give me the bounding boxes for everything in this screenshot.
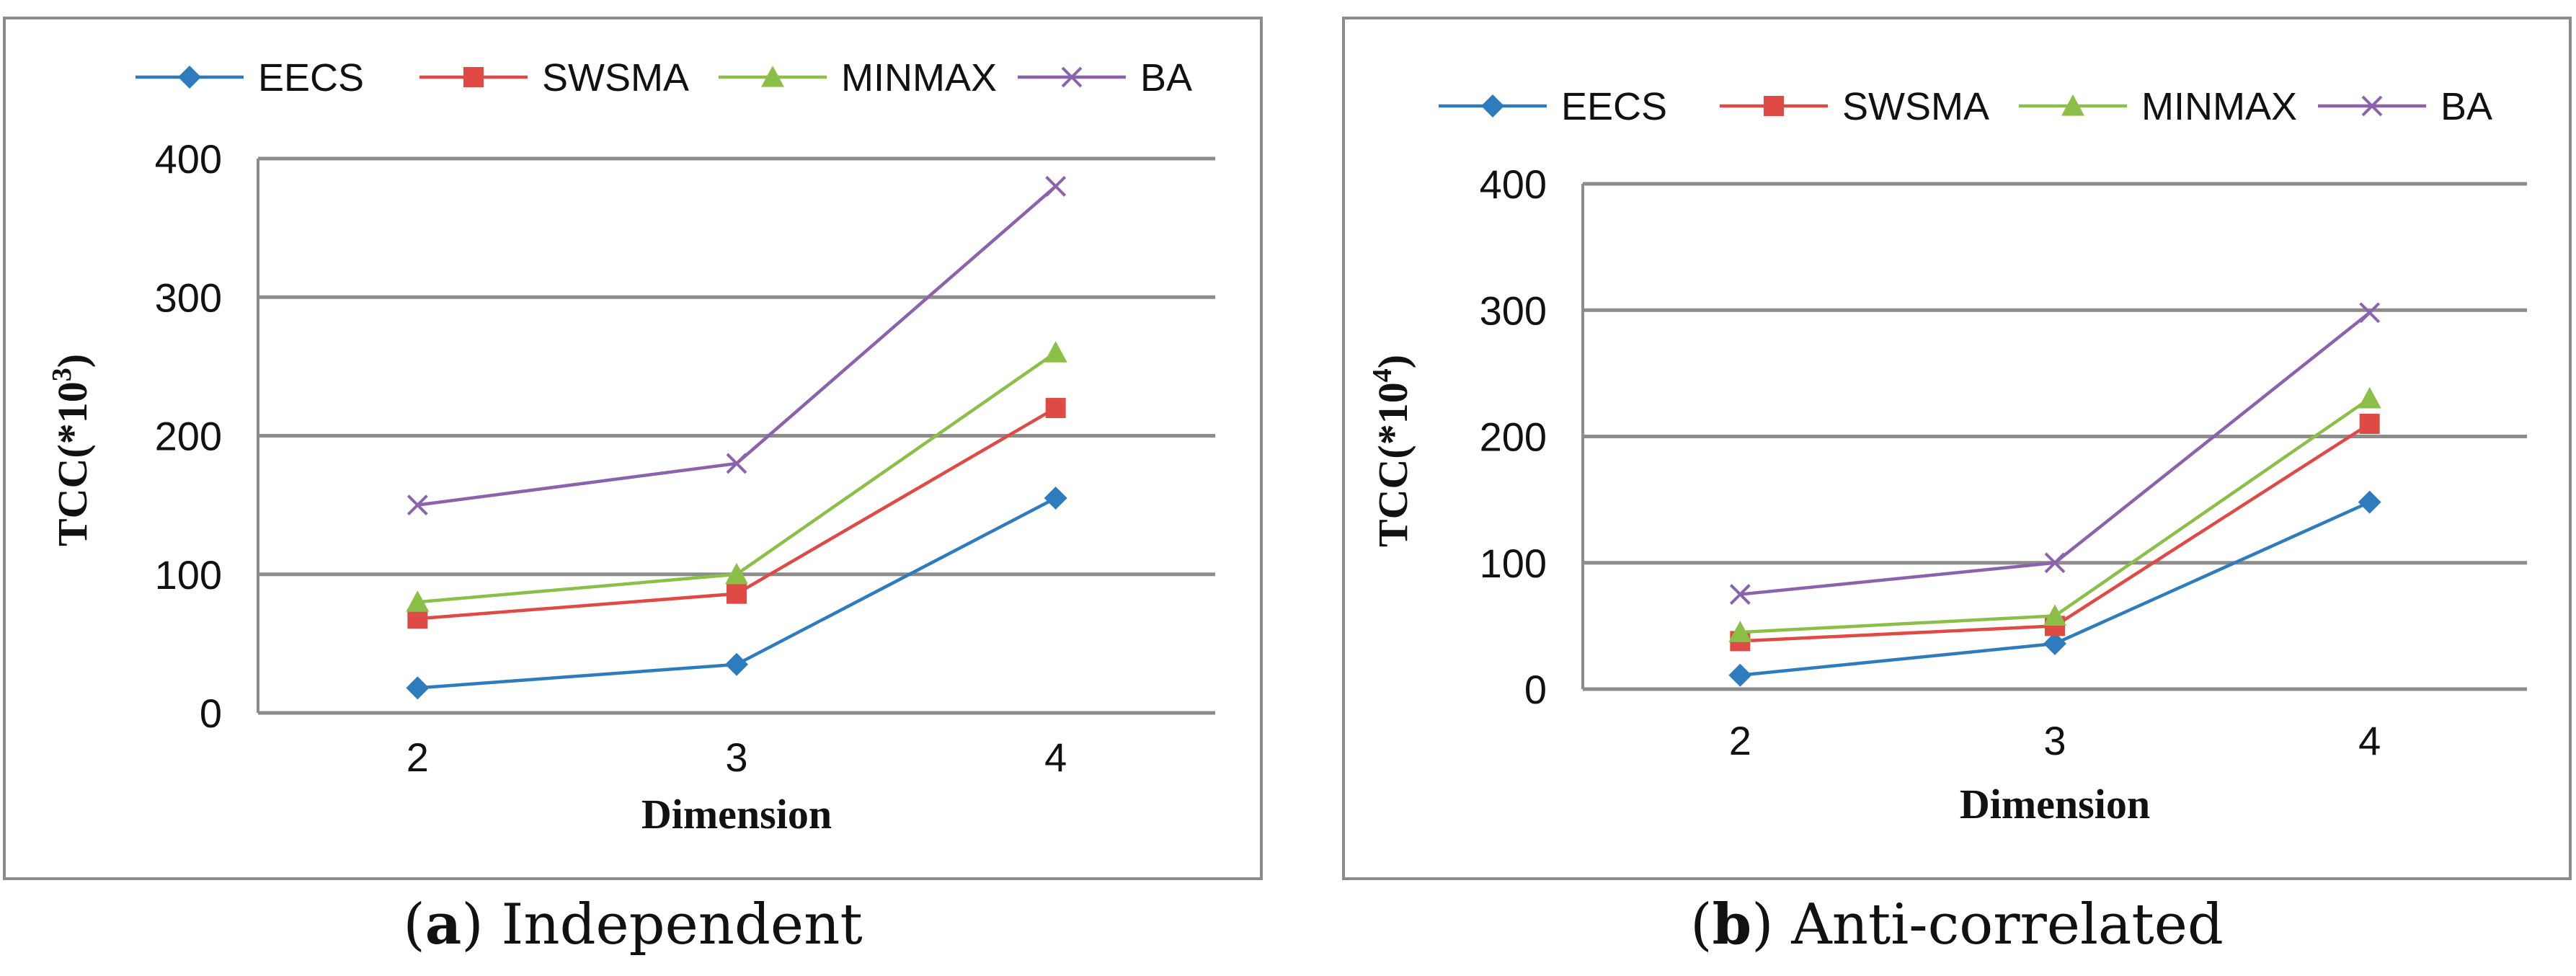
caption-tag: a: [425, 892, 462, 957]
y-tick-label: 300: [1480, 288, 1547, 333]
chart-panel-anti-correlated: 0 100 200 300 400 2 3 4 Dimension TCC(*104) EECS SW…: [1342, 17, 2572, 880]
legend-marker: [178, 66, 201, 89]
series-ba: [407, 176, 1067, 516]
data-point: [1728, 621, 1752, 642]
legend-label: EECS: [258, 56, 364, 99]
y-tick-label: 200: [1480, 414, 1547, 460]
series-line-minmax: [1740, 397, 2371, 634]
y-axis-title-close: ): [1369, 355, 1416, 368]
x-tick-label: 2: [407, 735, 429, 780]
y-tick-label: 300: [155, 275, 222, 320]
data-point: [407, 608, 428, 629]
y-axis-title-exponent: 4: [1367, 368, 1398, 382]
legend-item-eecs: EECS: [1439, 85, 1667, 128]
data-point: [725, 652, 748, 676]
y-axis-title-exponent: 3: [47, 368, 77, 381]
legend-label: SWSMA: [542, 56, 689, 99]
y-tick-label: 200: [155, 414, 222, 459]
data-point: [407, 494, 428, 516]
y-axis-title-base: TCC(*10: [49, 381, 96, 546]
legend-label: MINMAX: [841, 56, 997, 99]
data-point: [2043, 604, 2066, 626]
legend-label: BA: [2440, 85, 2492, 128]
legend-label: BA: [1140, 56, 1192, 99]
series-line-ba: [1740, 311, 2371, 596]
y-axis-title: TCC(*103): [47, 354, 96, 546]
legend-item-swsma: SWSMA: [419, 56, 689, 99]
legend-label: MINMAX: [2141, 85, 2297, 128]
caption-open: (: [403, 892, 425, 957]
caption-anti-correlated: (b) Anti-correlated: [1342, 885, 2572, 964]
data-point: [2358, 490, 2381, 514]
data-point: [1045, 176, 1067, 197]
caption-text: Independent: [501, 892, 863, 957]
y-axis-title-close: ): [49, 354, 96, 368]
data-point: [725, 562, 748, 585]
data-point: [406, 676, 430, 700]
legend-item-minmax: MINMAX: [719, 56, 997, 99]
data-point: [1729, 584, 1751, 605]
data-point: [2358, 386, 2381, 409]
legend-marker: [1061, 66, 1083, 88]
chart-panel-independent: 0 100 200 300 400 2 3 4 Dimension TCC(*103) EECS SW…: [3, 17, 1263, 880]
data-point: [1044, 341, 1067, 363]
series-minmax: [1728, 386, 2381, 642]
legend: EECS SWSMA MINMAX BA: [1439, 85, 2492, 128]
y-tick-label: 0: [1524, 667, 1547, 712]
caption-close: ): [1751, 892, 1774, 957]
y-tick-label: 400: [155, 136, 222, 182]
caption-independent: (a) Independent: [3, 885, 1263, 964]
y-tick-label: 0: [200, 691, 222, 736]
legend-item-minmax: MINMAX: [2019, 85, 2297, 128]
y-tick-label: 400: [1480, 161, 1547, 207]
series-ba: [1729, 302, 2381, 605]
x-tick-label: 4: [1044, 735, 1067, 780]
series-eecs: [1728, 490, 2381, 687]
legend-marker: [1481, 94, 1504, 117]
legend-item-eecs: EECS: [136, 56, 364, 99]
y-tick-label: 100: [155, 552, 222, 598]
x-tick-label: 4: [2358, 718, 2381, 763]
caption-text: Anti-correlated: [1791, 892, 2224, 957]
data-point: [2043, 631, 2066, 655]
legend: EECS SWSMA MINMAX BA: [136, 56, 1192, 99]
legend-item-ba: BA: [1018, 56, 1192, 99]
legend-label: EECS: [1561, 85, 1667, 128]
caption-open: (: [1690, 892, 1713, 957]
gridlines: [258, 156, 1215, 715]
legend-label: SWSMA: [1842, 85, 1989, 128]
data-point: [2359, 413, 2380, 434]
data-point: [1044, 487, 1067, 510]
caption-tag: b: [1712, 892, 1752, 957]
x-tick-label: 3: [2043, 718, 2066, 763]
legend-marker: [463, 67, 484, 87]
y-tick-label: 100: [1480, 541, 1547, 586]
data-point: [726, 453, 747, 474]
data-point: [1045, 398, 1066, 419]
series-line-ba: [417, 185, 1057, 507]
y-axis-title: TCC(*104): [1367, 355, 1416, 547]
x-tick-label: 2: [1729, 718, 1751, 763]
x-tick-label: 3: [725, 735, 747, 780]
legend-marker: [761, 66, 784, 87]
series-minmax: [406, 341, 1067, 612]
legend-marker: [2061, 94, 2084, 116]
legend-item-ba: BA: [2318, 85, 2492, 128]
data-point: [727, 583, 747, 604]
y-axis-title-base: TCC(*10: [1369, 382, 1416, 547]
x-axis-title: Dimension: [1960, 781, 2150, 828]
legend-marker: [1764, 96, 1784, 116]
x-axis-title: Dimension: [641, 791, 832, 838]
caption-close: ): [461, 892, 484, 957]
legend-item-swsma: SWSMA: [1720, 85, 1989, 128]
data-point: [406, 590, 430, 612]
data-point: [2359, 302, 2381, 324]
data-point: [2044, 552, 2066, 574]
series-eecs: [406, 487, 1067, 700]
series-swsma: [407, 398, 1066, 629]
legend-marker: [2361, 95, 2383, 117]
data-point: [1728, 663, 1752, 687]
